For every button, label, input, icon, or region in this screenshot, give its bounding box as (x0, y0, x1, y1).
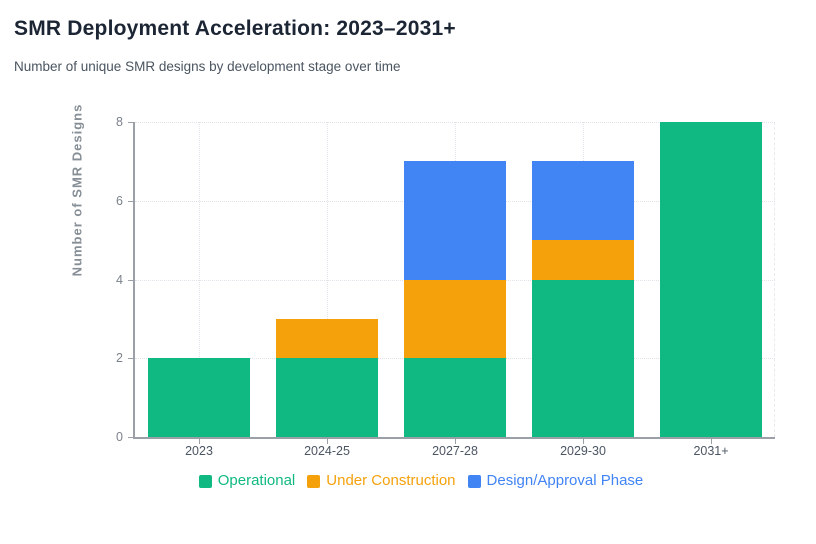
y-tick-label: 2 (116, 351, 123, 366)
legend-item-design-approval[interactable]: Design/Approval Phase (467, 471, 644, 491)
x-tick-label: 2031+ (693, 444, 729, 458)
x-axis-tick (711, 439, 712, 444)
y-tick-label: 8 (116, 115, 123, 129)
legend-label-operational: Operational (217, 472, 296, 489)
legend-item-under-construction[interactable]: Under Construction (307, 471, 456, 491)
bar-segment (404, 161, 506, 280)
bar-segment (276, 358, 378, 437)
y-tick-label: 6 (116, 193, 123, 208)
x-axis-line (133, 437, 775, 439)
chart-legend: Operational Under Construction Design/Ap… (0, 471, 816, 491)
y-axis-tick (128, 122, 133, 123)
y-tick-label: 0 (116, 430, 123, 444)
y-tick-label: 4 (116, 272, 123, 287)
bar-segment (148, 358, 250, 437)
bar-segment (532, 161, 634, 241)
legend-label-design-approval: Design/Approval Phase (486, 472, 644, 489)
x-axis-tick (327, 439, 328, 444)
x-tick-label: 2024-25 (304, 444, 350, 458)
legend-label-under-construction: Under Construction (326, 472, 456, 489)
legend-swatch-operational-icon (198, 474, 212, 488)
x-axis-tick (455, 439, 456, 444)
x-axis-tick (583, 439, 584, 444)
legend-item-operational[interactable]: Operational (198, 471, 296, 491)
x-tick-label: 2027-28 (432, 444, 478, 458)
x-tick-label: 2023 (185, 444, 213, 458)
chart-subtitle: Number of unique SMR designs by developm… (14, 59, 401, 74)
y-axis-tick (128, 437, 133, 438)
y-axis-tick (128, 358, 133, 360)
bar-segment (532, 240, 634, 280)
y-axis-tick (128, 279, 133, 281)
plot-area: 0 2 4 6 8 2023 2024-25 2027-28 2029-30 2031+ (116, 115, 775, 458)
chart-title: SMR Deployment Acceleration: 2023–2031+ (14, 17, 456, 40)
x-tick-label: 2029-30 (560, 444, 606, 458)
y-axis-tick (128, 200, 133, 202)
bar-segment (532, 279, 634, 437)
bar-segment (404, 358, 506, 437)
bar-segment (660, 122, 762, 437)
bar-segment (404, 279, 506, 359)
y-axis-title-text: Number of SMR Designs (69, 103, 85, 277)
legend-swatch-under-construction-icon (307, 474, 321, 488)
gridline-vertical (327, 122, 328, 437)
y-axis-line (133, 122, 135, 439)
bar-segment (276, 318, 378, 359)
gridline-vertical (199, 122, 200, 437)
legend-swatch-design-approval-icon (467, 474, 481, 488)
x-axis-tick (199, 439, 200, 444)
